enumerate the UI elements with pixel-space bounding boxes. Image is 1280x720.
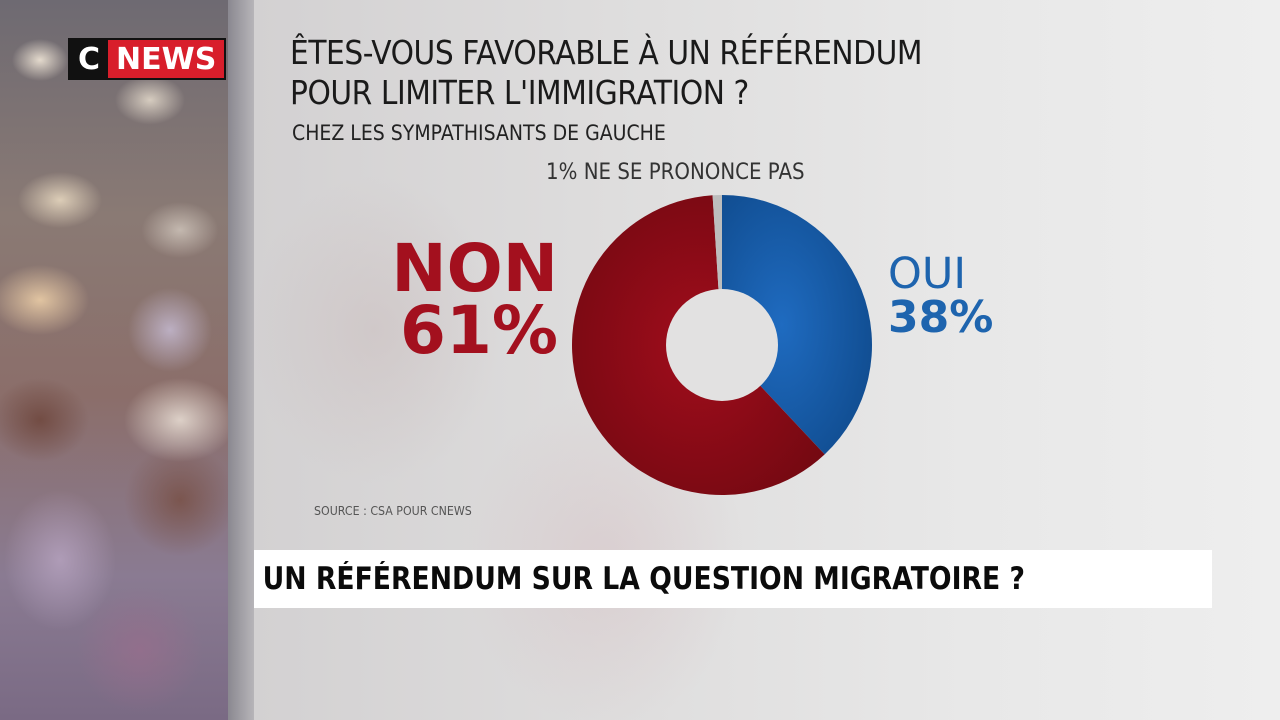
poll-question-line2: POUR LIMITER L'IMMIGRATION ? [290,73,749,112]
slice-oui [722,195,872,455]
non-percentage: 61% [400,292,558,369]
logo-news: NEWS [108,40,225,78]
crowd-background-photo [0,0,228,720]
poll-subtitle: CHEZ LES SYMPATHISANTS DE GAUCHE [292,121,666,145]
source-caption: SOURCE : CSA POUR CNEWS [314,504,472,518]
oui-label: OUI 38% [888,252,993,340]
donut-hole [666,289,778,401]
cnews-logo: C NEWS [68,38,227,80]
poll-question: ÊTES-VOUS FAVORABLE À UN RÉFÉRENDUM POUR… [290,33,922,113]
divider-strip [228,0,254,720]
headline-text: UN RÉFÉRENDUM SUR LA QUESTION MIGRATOIRE… [262,561,1025,597]
poll-question-line1: ÊTES-VOUS FAVORABLE À UN RÉFÉRENDUM [290,33,923,72]
headline-banner: UN RÉFÉRENDUM SUR LA QUESTION MIGRATOIRE… [254,550,1212,608]
non-label: NON 61% [391,230,558,369]
no-opinion-label: 1% NE SE PRONONCE PAS [546,160,805,185]
oui-percentage: 38% [888,292,994,343]
oui-text: OUI [888,249,967,299]
logo-c: C [70,40,108,78]
donut-chart [572,195,872,495]
non-text: NON [391,230,558,307]
